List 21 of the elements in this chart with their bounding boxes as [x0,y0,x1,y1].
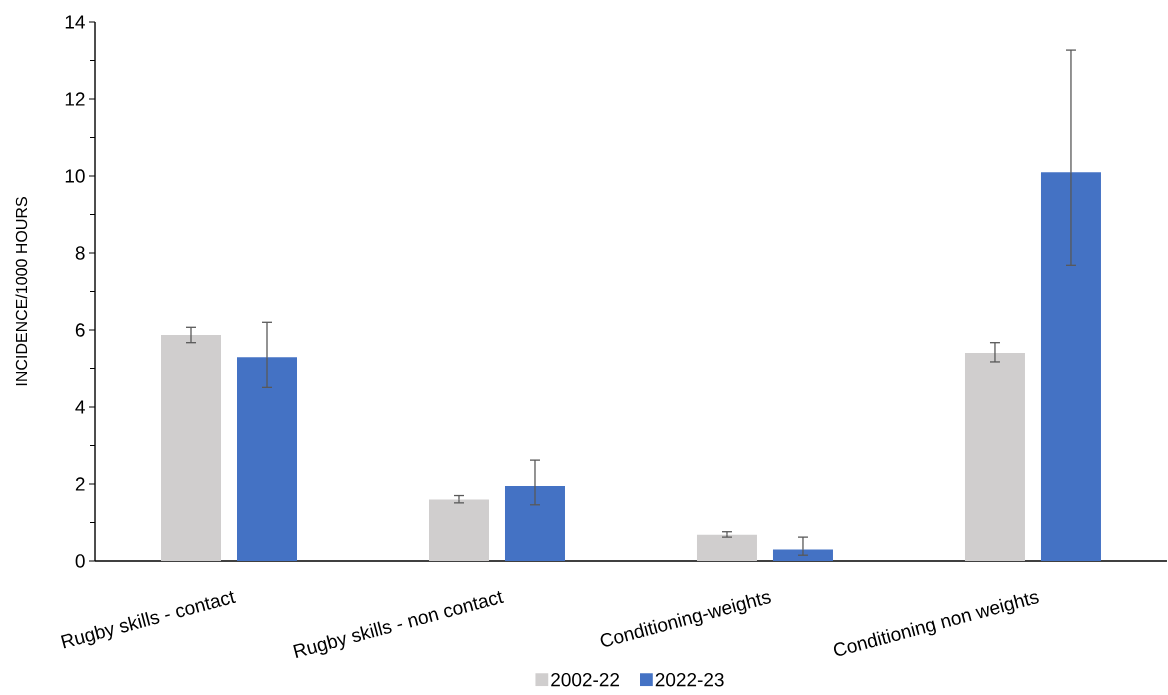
x-tick-label: Rugby skills - non contact [293,591,504,658]
bar [696,534,757,561]
y-tick-label: 6 [75,323,85,337]
y-axis-title: INCIDENCE/1000 HOURS [15,197,28,386]
bar [964,353,1025,561]
legend-label: 2022-23 [655,672,724,687]
bar [504,485,565,561]
y-tick-label: 2 [75,477,85,491]
bar [1040,172,1101,561]
bar [161,334,221,561]
legend-label: 2002-22 [551,672,620,687]
y-tick-label: 12 [65,92,85,106]
y-tick-label: 14 [65,15,85,29]
y-tick-label: 8 [75,246,85,260]
y-tick-label: 4 [75,400,85,414]
bar [237,357,297,561]
bar [428,499,489,561]
y-tick-label: 0 [75,554,85,568]
x-tick-label: Rugby skills - contact [60,591,236,649]
y-tick-label: 10 [65,169,85,183]
bar [772,549,833,561]
